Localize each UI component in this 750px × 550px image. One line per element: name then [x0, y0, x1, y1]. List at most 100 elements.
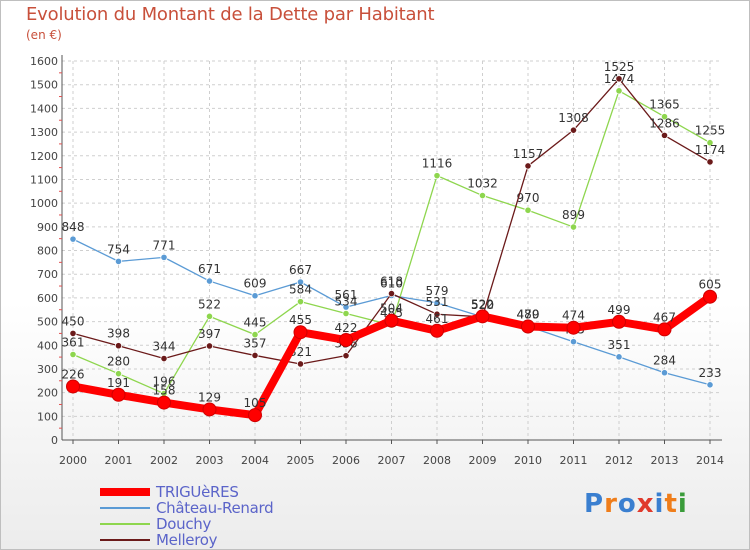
series-point-1 [69, 235, 77, 243]
y-tick-label: 100 [37, 410, 58, 423]
series-point-1 [251, 292, 259, 300]
chart-title: Evolution du Montant de la Dette par Hab… [26, 4, 435, 25]
data-label-1: 848 [62, 220, 85, 234]
x-tick-label: 2000 [59, 454, 87, 467]
data-label-3: 1157 [513, 147, 544, 161]
legend-swatch [100, 539, 150, 541]
series-point-1 [660, 369, 669, 377]
series-point-2 [69, 350, 77, 359]
x-tick-label: 2011 [560, 454, 588, 467]
series-point-0 [521, 319, 535, 334]
legend-entry: Douchy [100, 515, 212, 533]
series-point-0 [384, 313, 399, 328]
data-label-2: 899 [562, 208, 585, 222]
data-label-3: 520 [471, 298, 494, 312]
data-label-2: 584 [289, 283, 312, 297]
series-point-0 [66, 379, 80, 394]
series-point-1 [205, 277, 214, 285]
series-point-2 [205, 312, 214, 320]
series-point-0 [475, 309, 490, 324]
series-point-3 [569, 126, 578, 134]
data-label-0: 461 [426, 312, 449, 326]
series-point-1 [706, 381, 714, 389]
series-point-0 [339, 333, 353, 348]
data-label-3: 344 [153, 340, 176, 354]
series-point-2 [478, 191, 487, 200]
series-point-2 [706, 139, 714, 147]
legend-entry: TRIGUèRES [100, 483, 239, 501]
x-tick-label: 2004 [241, 454, 269, 467]
series-point-0 [703, 289, 717, 304]
data-label-3: 1308 [558, 111, 589, 125]
x-tick-label: 2013 [651, 454, 679, 467]
y-tick-label: 1000 [30, 197, 58, 210]
data-label-3: 1525 [604, 60, 635, 74]
series-point-0 [293, 325, 308, 340]
data-label-2: 1116 [422, 157, 453, 171]
y-tick-label: 0 [51, 434, 58, 447]
legend-swatch [100, 523, 150, 525]
data-label-0: 479 [517, 308, 540, 322]
data-label-0: 605 [699, 278, 722, 292]
data-label-0: 522 [471, 297, 494, 311]
series-point-0 [202, 402, 217, 417]
series-point-2 [342, 309, 350, 318]
logo-letter: r [604, 489, 618, 519]
data-label-1: 351 [608, 338, 631, 352]
data-label-1: 610 [380, 277, 403, 291]
legend-label: Douchy [156, 515, 212, 533]
data-label-0: 422 [335, 321, 358, 335]
series-point-3 [69, 329, 77, 338]
y-tick-label: 1500 [30, 79, 58, 92]
y-tick-label: 200 [37, 387, 58, 400]
series-point-2 [296, 298, 305, 306]
logo-letter: i [654, 489, 665, 519]
data-label-2: 970 [517, 191, 540, 205]
y-tick-label: 900 [37, 221, 58, 234]
data-label-0: 455 [289, 313, 312, 327]
data-label-0: 504 [380, 302, 403, 316]
data-label-2: 361 [62, 335, 85, 349]
series-point-2 [660, 113, 669, 121]
x-tick-label: 2007 [378, 454, 406, 467]
x-tick-label: 2010 [514, 454, 542, 467]
data-label-3: 1174 [695, 143, 726, 157]
y-tick-label: 700 [37, 268, 58, 281]
series-point-0 [657, 322, 672, 337]
series-point-0 [248, 408, 262, 423]
data-label-3: 357 [244, 336, 267, 350]
x-tick-label: 2008 [423, 454, 451, 467]
proxiti-logo: Proxiti [584, 489, 688, 519]
series-point-1 [296, 278, 305, 286]
data-label-3: 397 [198, 327, 221, 341]
data-label-1: 754 [107, 242, 130, 256]
series-point-0 [566, 320, 581, 335]
series-point-0 [157, 395, 171, 410]
data-label-2: 280 [107, 355, 130, 369]
data-label-1: 771 [153, 238, 176, 252]
data-label-3: 1286 [649, 116, 680, 130]
series-point-3 [114, 342, 123, 350]
y-tick-label: 1400 [30, 102, 58, 115]
y-tick-label: 1300 [30, 126, 58, 139]
y-tick-label: 1600 [30, 55, 58, 68]
x-tick-label: 2009 [469, 454, 497, 467]
series-point-3 [205, 342, 214, 350]
legend-label: Château-Renard [156, 499, 274, 517]
series-point-3 [342, 352, 350, 360]
series-point-2 [114, 370, 123, 378]
data-label-2: 196 [153, 375, 176, 389]
data-label-0: 105 [244, 396, 267, 410]
data-label-1: 284 [653, 354, 676, 368]
data-label-3: 618 [380, 275, 403, 289]
y-tick-label: 500 [37, 316, 58, 329]
series-point-3 [524, 162, 532, 170]
data-label-1: 480 [517, 307, 540, 321]
data-label-1: 520 [471, 298, 494, 312]
logo-letter: i [677, 489, 688, 519]
series-point-3 [160, 354, 168, 363]
data-label-0: 226 [62, 367, 85, 381]
data-label-1: 667 [289, 263, 312, 277]
y-tick-label: 400 [37, 339, 58, 352]
